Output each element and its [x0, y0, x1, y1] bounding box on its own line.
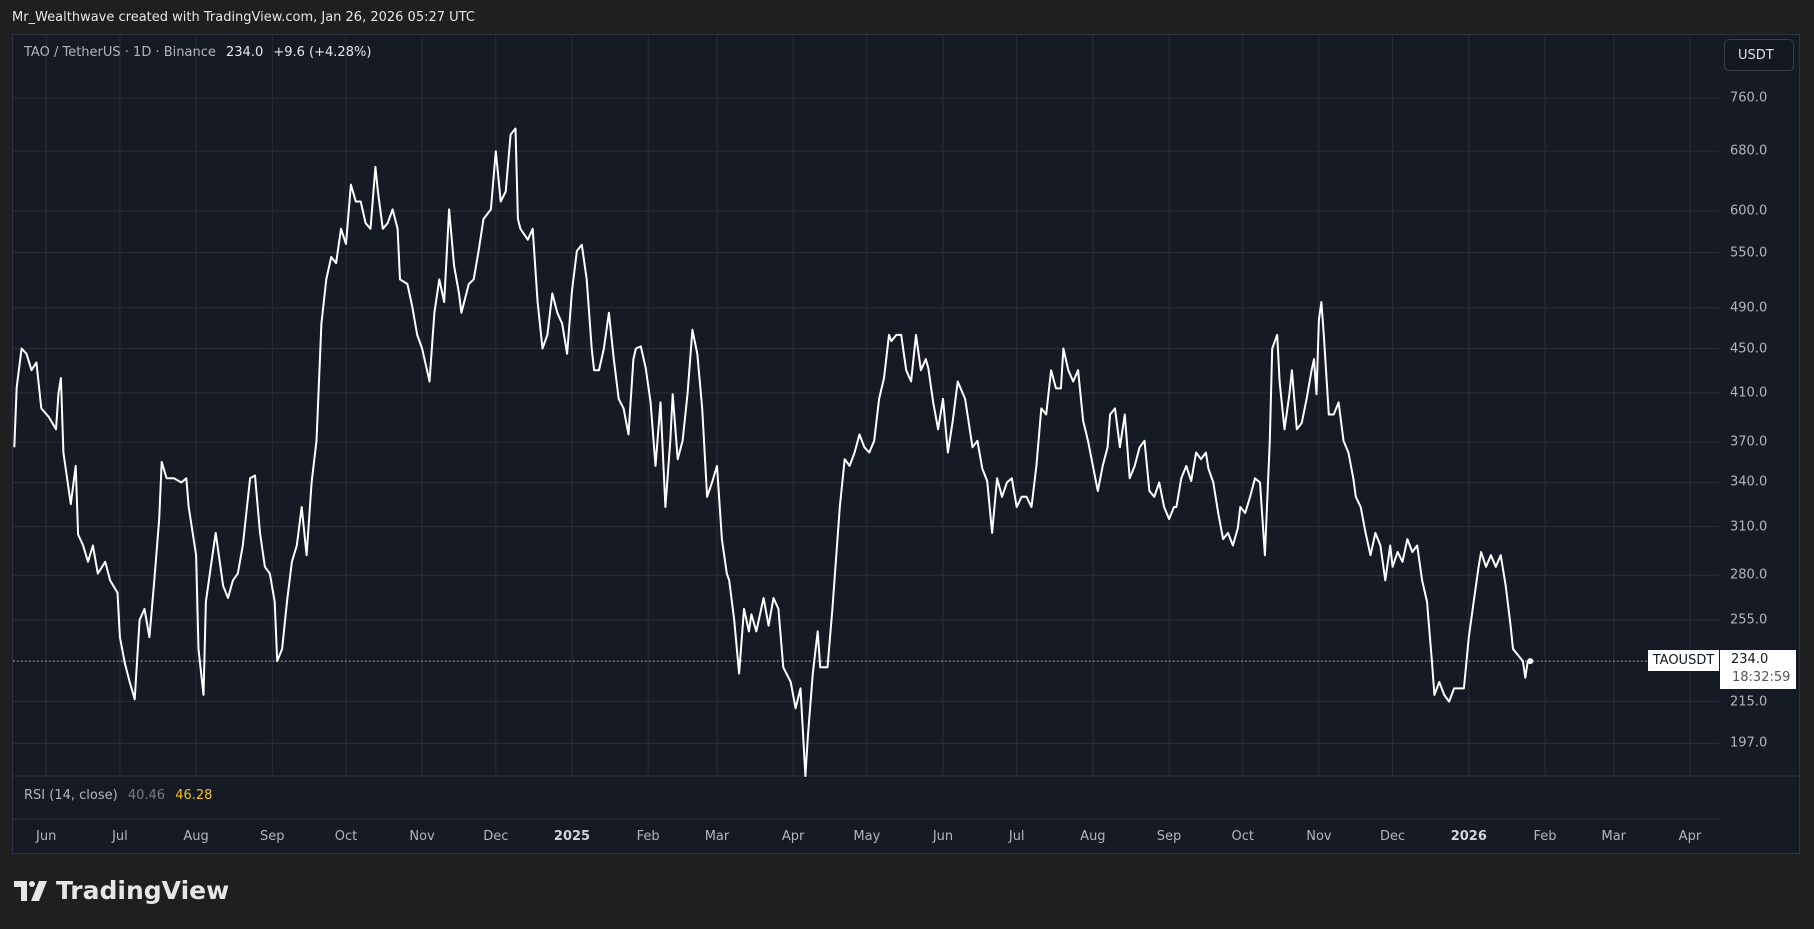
tradingview-logo[interactable]: TradingView [14, 876, 229, 905]
rsi-value-2: 46.28 [175, 788, 213, 803]
time-tick-label: Jun [36, 829, 57, 844]
price-tick-label: 450.0 [1730, 341, 1768, 356]
price-series-line[interactable] [13, 127, 1531, 777]
chart-frame[interactable] [12, 34, 1800, 854]
time-tick-label: Oct [334, 829, 358, 844]
rsi-legend: RSI (14, close) 40.46 46.28 [24, 788, 212, 803]
currency-button[interactable]: USDT [1724, 39, 1794, 71]
time-tick-label: Aug [183, 829, 209, 844]
symbol-label[interactable]: TAO / TetherUS · 1D · Binance [24, 45, 216, 60]
symbol-price-tag: TAOUSDT [1648, 650, 1719, 671]
time-tick-label: Sep [1156, 829, 1182, 844]
time-tick-label: May [853, 829, 881, 844]
time-tick-label: Feb [636, 829, 660, 844]
time-tick-label: Nov [409, 829, 435, 844]
attribution-text: Mr_Wealthwave created with TradingView.c… [12, 10, 475, 25]
time-tick-label: Feb [1533, 829, 1557, 844]
time-tick-label: Mar [704, 829, 730, 844]
price-tick-label: 370.0 [1730, 434, 1768, 450]
time-tick-label: Nov [1306, 829, 1332, 844]
time-tick-label: Dec [483, 829, 509, 844]
price-tick-label: 280.0 [1730, 567, 1768, 583]
symbol-legend: TAO / TetherUS · 1D · Binance 234.0 +9.6… [24, 45, 371, 60]
last-price-tag: 234.0 18:32:59 [1720, 650, 1796, 689]
rsi-value-1: 40.46 [127, 788, 166, 803]
time-tick-label: Jul [112, 829, 128, 844]
tradingview-logo-icon [14, 880, 47, 901]
price-tick-label: 215.0 [1730, 694, 1768, 710]
time-tick-label: Oct [1231, 829, 1254, 844]
price-tick-label: 680.0 [1730, 143, 1768, 159]
last-price: 234.0 [226, 45, 264, 60]
price-change: +9.6 (+4.28%) [273, 45, 372, 60]
price-tick-label: 197.0 [1730, 735, 1768, 751]
time-tick-label: Sep [259, 829, 285, 844]
price-tick-label: 255.0 [1730, 612, 1768, 628]
price-tick-label: 490.0 [1730, 300, 1768, 316]
price-tick-label: 310.0 [1730, 519, 1768, 535]
time-tick-label: Mar [1601, 829, 1627, 844]
time-tick-label: 2026 [1450, 829, 1487, 844]
price-tick-label: 340.0 [1730, 474, 1768, 490]
time-tick-label: Apr [1678, 829, 1702, 844]
price-tag-value: 234.0 [1731, 652, 1769, 667]
bar-countdown: 18:32:59 [1732, 670, 1791, 685]
last-point-marker [1527, 658, 1534, 665]
price-tick-label: 410.0 [1730, 385, 1768, 401]
price-tick-label: 550.0 [1730, 245, 1768, 261]
time-tick-label: 2025 [553, 829, 591, 844]
time-tick-label: Dec [1380, 829, 1406, 844]
time-tick-label: Jun [932, 829, 954, 844]
logo-text: TradingView [56, 876, 230, 905]
time-tick-label: Jul [1008, 829, 1025, 844]
rsi-label[interactable]: RSI (14, close) [24, 788, 118, 803]
time-tick-label: Aug [1080, 829, 1106, 844]
price-tick-label: 760.0 [1730, 90, 1768, 106]
price-tick-label: 600.0 [1730, 203, 1768, 219]
time-tick-label: Apr [781, 829, 805, 844]
